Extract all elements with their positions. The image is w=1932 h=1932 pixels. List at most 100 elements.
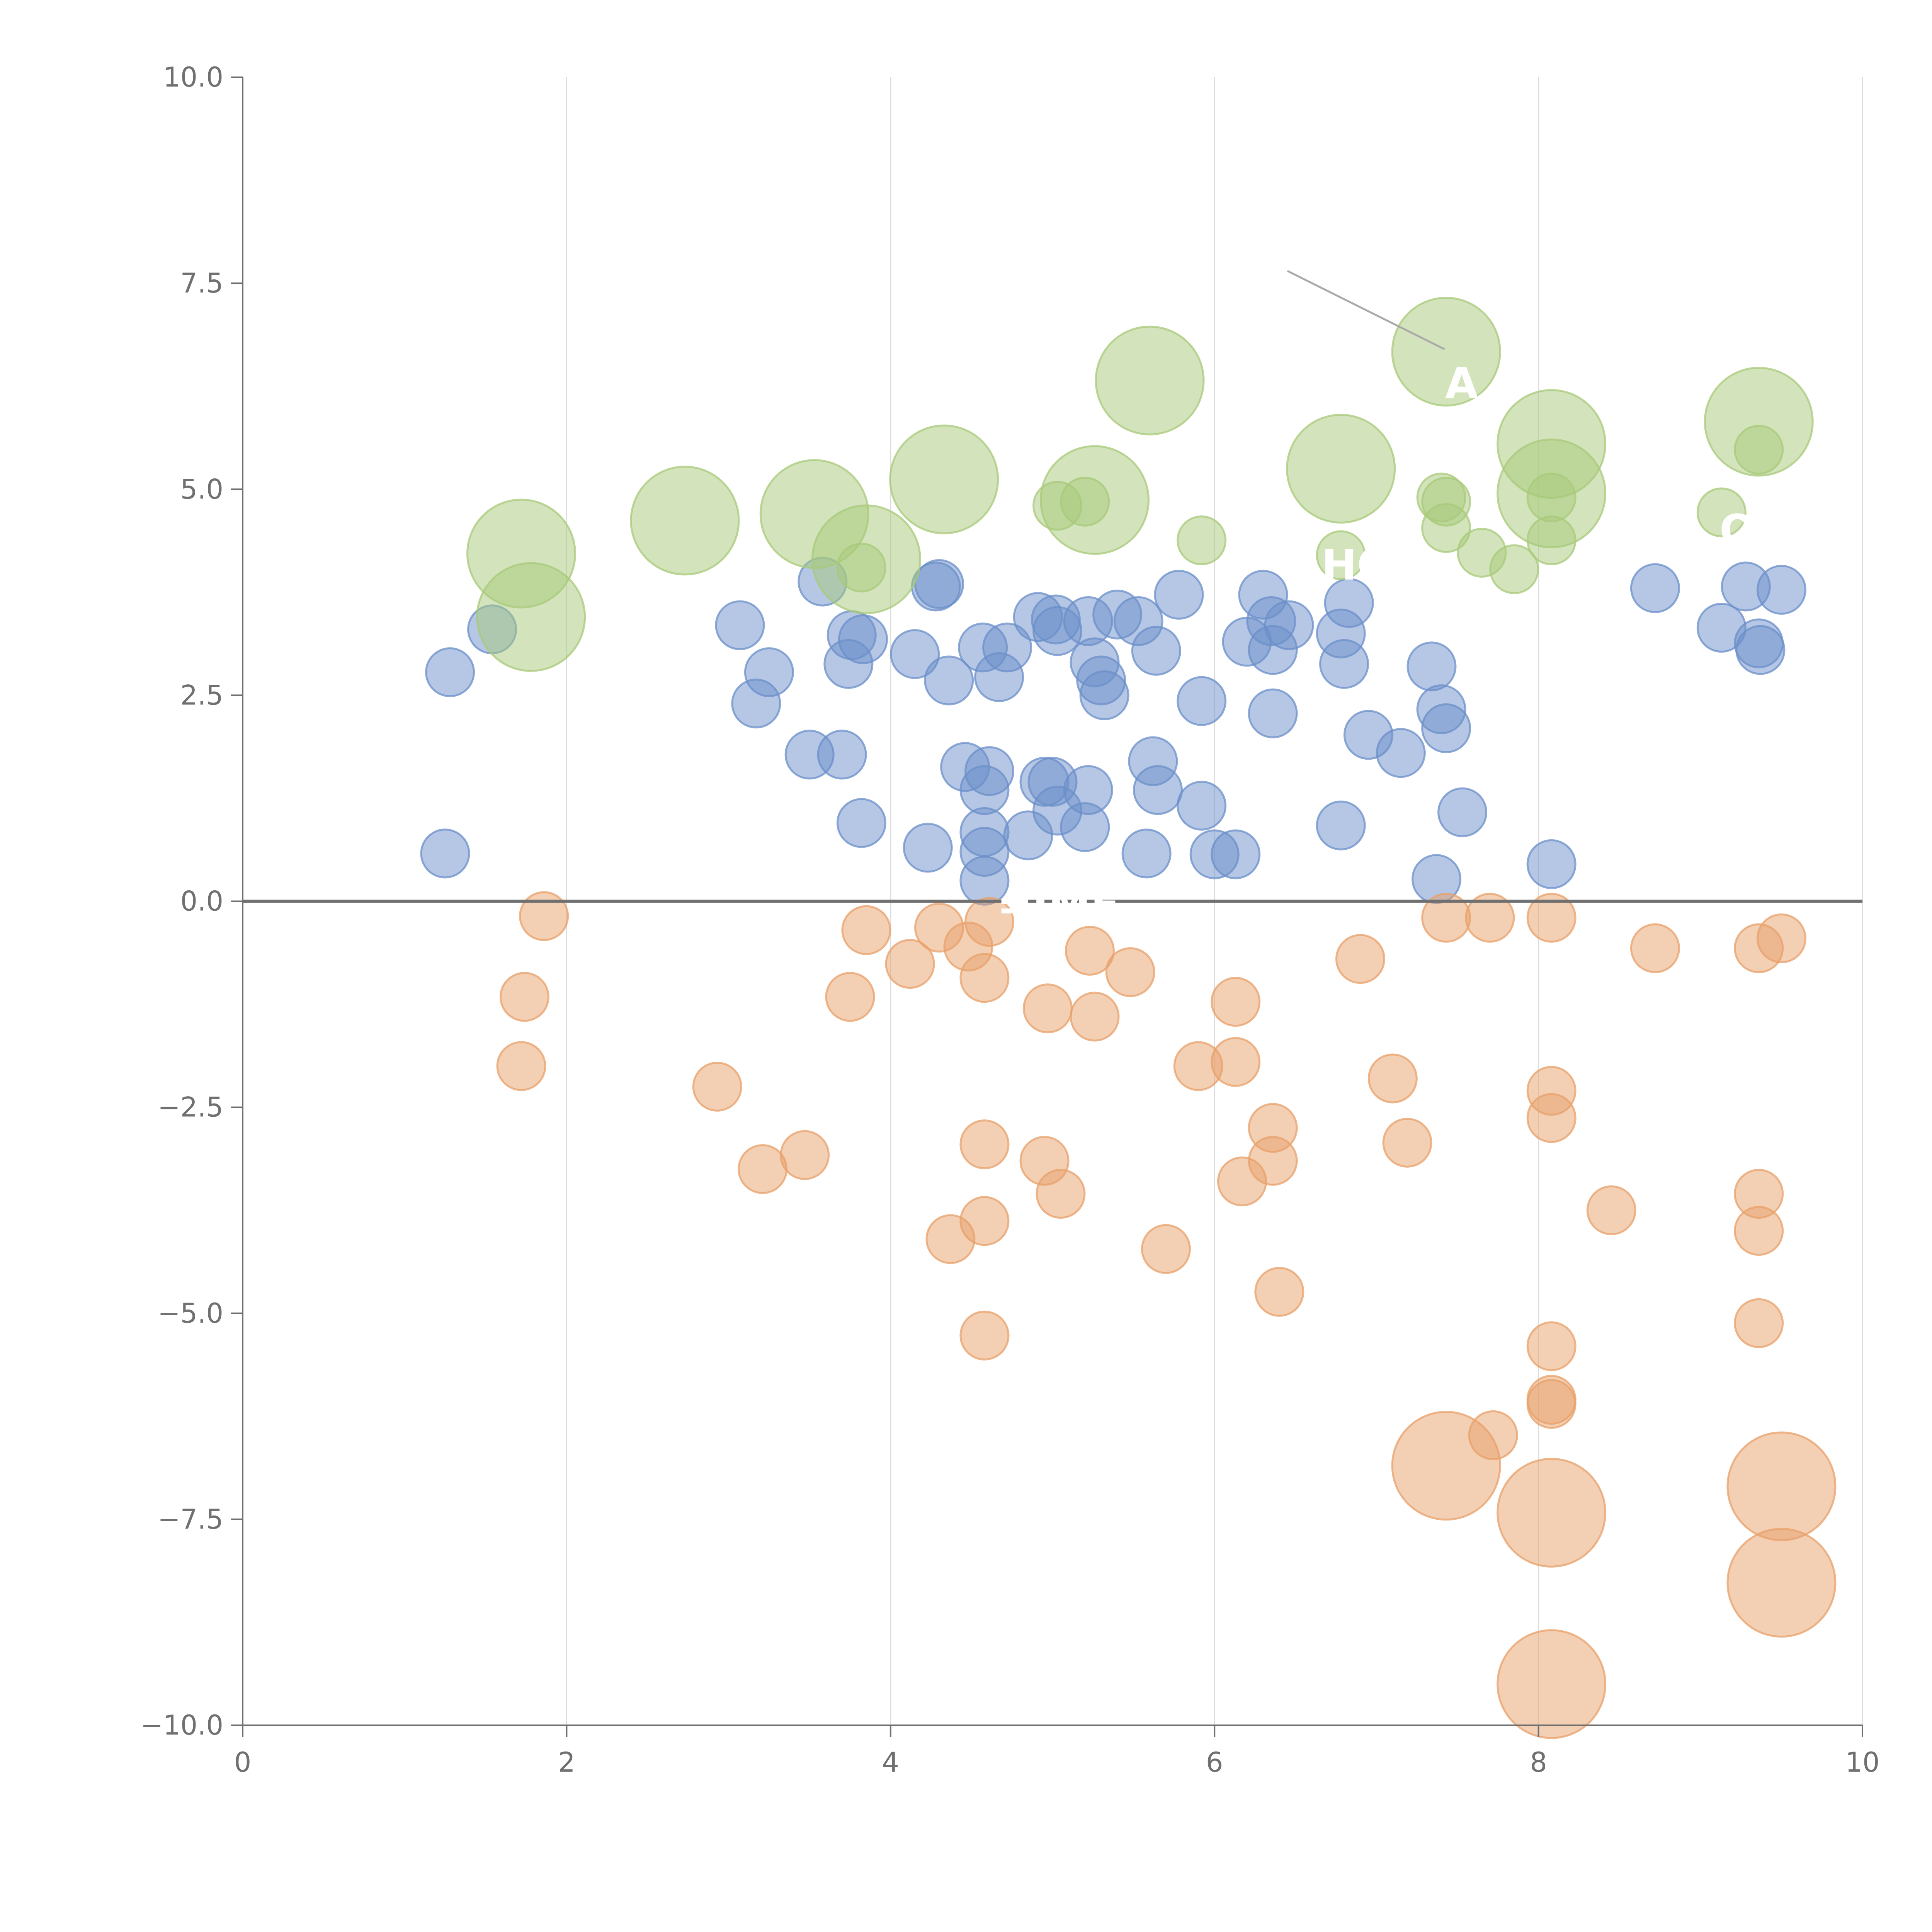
blue-point-58 — [1316, 800, 1366, 850]
orange-point-47 — [1630, 923, 1680, 973]
bubbles — [420, 297, 1837, 1739]
orange-point-53 — [1726, 1431, 1837, 1541]
blue-point-0 — [420, 828, 470, 879]
orange-point-50 — [1734, 1206, 1784, 1256]
green-point-6 — [889, 424, 999, 534]
orange-point-2 — [519, 891, 569, 941]
orange-point-38 — [1526, 893, 1577, 943]
orange-point-6 — [825, 972, 875, 1022]
green-point-13 — [1286, 413, 1396, 524]
orange-point-54 — [1726, 1528, 1837, 1638]
annotation-a: A — [1445, 359, 1478, 408]
orange-point-5 — [780, 1130, 830, 1180]
blue-point-50 — [1211, 829, 1261, 879]
green-point-2 — [630, 466, 740, 576]
orange-point-33 — [1382, 1117, 1432, 1168]
x-tick-label-4: 8 — [1530, 1747, 1547, 1778]
orange-point-7 — [841, 905, 891, 955]
orange-point-46 — [1586, 1185, 1636, 1235]
orange-point-32 — [1367, 1053, 1418, 1104]
orange-point-4 — [738, 1144, 788, 1194]
orange-point-13 — [959, 1119, 1010, 1170]
orange-point-31 — [1335, 934, 1385, 984]
orange-point-52 — [1756, 913, 1806, 963]
orange-point-25 — [1211, 977, 1261, 1027]
orange-point-41 — [1526, 1321, 1577, 1371]
green-point-23 — [1526, 515, 1577, 565]
y-tick-label-1: −7.5 — [158, 1503, 223, 1535]
x-tick-label-1: 2 — [558, 1747, 575, 1778]
annotations: W A HO O =IME — [997, 316, 1756, 930]
orange-point-22 — [1105, 947, 1155, 997]
x-tick-label-0: 0 — [234, 1747, 252, 1778]
y-tick-label-4: 0.0 — [180, 886, 223, 917]
green-point-17 — [1391, 297, 1501, 407]
green-point-5 — [811, 504, 921, 614]
blue-point-59 — [1319, 639, 1369, 689]
orange-point-21 — [1070, 992, 1120, 1042]
y-tick-label-5: 2.5 — [180, 679, 223, 711]
blue-point-1 — [425, 647, 475, 697]
green-point-1 — [476, 562, 586, 672]
orange-point-20 — [1065, 925, 1115, 976]
green-point-12 — [1316, 530, 1366, 580]
y-tick-label-2: −5.0 — [158, 1298, 223, 1329]
blue-point-56 — [1264, 600, 1314, 650]
orange-point-16 — [964, 897, 1015, 947]
green-point-16 — [1421, 503, 1471, 553]
axes: −10.0 −7.5 −5.0 −2.5 0.0 2.5 5.0 7.5 10.0 0 2 4 6 8 10 — [140, 61, 1879, 1778]
green-point-9 — [1039, 445, 1150, 555]
blue-point-46 — [1154, 570, 1204, 620]
blue-point-39 — [1079, 670, 1129, 720]
blue-point-45 — [1133, 765, 1183, 815]
green-point-26 — [1704, 367, 1814, 477]
orange-point-23 — [1141, 1224, 1191, 1274]
orange-point-0 — [496, 1041, 546, 1091]
blue-point-14 — [903, 823, 953, 873]
blue-point-16 — [914, 559, 964, 609]
orange-point-29 — [1248, 1136, 1298, 1186]
blue-point-26 — [982, 622, 1032, 673]
blue-point-24 — [964, 746, 1015, 796]
orange-point-19 — [1036, 1169, 1086, 1219]
blue-point-62 — [1376, 728, 1426, 778]
x-tick-label-5: 10 — [1845, 1747, 1879, 1778]
blue-point-60 — [1324, 578, 1374, 628]
blue-point-55 — [1248, 688, 1298, 738]
blue-point-17 — [924, 655, 974, 706]
annotation-w: W — [1248, 316, 1295, 366]
orange-point-12 — [959, 953, 1010, 1003]
orange-point-40 — [1526, 1093, 1577, 1143]
x-tick-label-3: 6 — [1206, 1747, 1223, 1778]
blue-point-11 — [836, 798, 886, 848]
green-point-19 — [1489, 544, 1539, 594]
blue-point-69 — [1630, 563, 1680, 613]
x-tick-label-2: 4 — [882, 1747, 900, 1778]
y-tick-label-0: −10.0 — [140, 1709, 223, 1741]
orange-point-51 — [1734, 1298, 1784, 1348]
blue-point-13 — [890, 629, 940, 679]
blue-point-68 — [1526, 839, 1577, 889]
blue-point-12 — [838, 614, 888, 664]
green-point-24 — [1696, 487, 1747, 537]
blue-point-3 — [715, 600, 765, 650]
blue-point-8 — [817, 730, 867, 780]
orange-point-44 — [1497, 1458, 1607, 1568]
blue-point-48 — [1177, 781, 1227, 831]
blue-point-42 — [1121, 828, 1172, 879]
y-tick-label-7: 7.5 — [180, 267, 223, 299]
orange-point-14 — [959, 1196, 1010, 1246]
blue-point-5 — [744, 647, 794, 697]
blue-point-47 — [1177, 676, 1227, 726]
orange-point-43 — [1526, 1379, 1577, 1429]
orange-point-45 — [1497, 1629, 1607, 1739]
blue-point-74 — [1756, 565, 1806, 615]
green-point-11 — [1177, 515, 1227, 565]
orange-point-8 — [885, 939, 935, 989]
green-point-10 — [1095, 325, 1205, 435]
orange-point-36 — [1465, 893, 1515, 943]
annotation-leader-line — [1287, 270, 1445, 350]
y-tick-label-3: −2.5 — [158, 1092, 223, 1123]
y-tick-label-6: 5.0 — [180, 473, 223, 505]
orange-point-1 — [499, 972, 549, 1022]
